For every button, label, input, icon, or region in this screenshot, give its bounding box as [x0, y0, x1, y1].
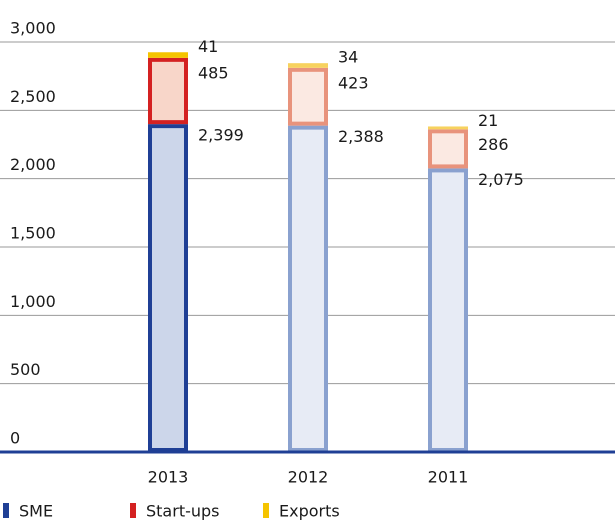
value-label: 2,075	[478, 170, 524, 189]
legend-label: SME	[19, 502, 53, 521]
legend-swatch	[3, 503, 9, 518]
bar-segment	[288, 125, 328, 452]
legend-swatch	[130, 503, 136, 518]
legend-label: Start-ups	[146, 502, 220, 521]
x-tick-label: 2012	[288, 468, 329, 487]
value-label: 34	[338, 48, 358, 67]
x-tick-label: 2011	[428, 468, 469, 487]
value-label: 286	[478, 135, 509, 154]
value-label: 21	[478, 111, 498, 130]
legend-swatch	[263, 503, 269, 518]
x-tick-label: 2013	[148, 468, 189, 487]
y-tick-label: 2,500	[10, 87, 56, 106]
bar-segment	[148, 52, 188, 58]
y-tick-label: 1,000	[10, 292, 56, 311]
y-tick-label: 500	[10, 360, 41, 379]
value-label: 2,388	[338, 127, 384, 146]
bar-segment	[148, 57, 188, 125]
y-tick-label: 0	[10, 429, 20, 448]
value-label: 41	[198, 37, 218, 56]
value-label: 423	[338, 73, 369, 92]
bar-segment	[288, 67, 328, 126]
y-tick-label: 3,000	[10, 19, 56, 38]
bar-segment	[428, 129, 468, 169]
value-label: 2,399	[198, 126, 244, 145]
legend-label: Exports	[279, 502, 340, 521]
value-label: 485	[198, 63, 229, 82]
bar-segment	[288, 63, 328, 68]
y-tick-label: 2,000	[10, 155, 56, 174]
y-tick-label: 1,500	[10, 224, 56, 243]
bar-segment	[428, 168, 468, 453]
bar-segment	[428, 126, 468, 130]
bar-segment	[148, 124, 188, 453]
